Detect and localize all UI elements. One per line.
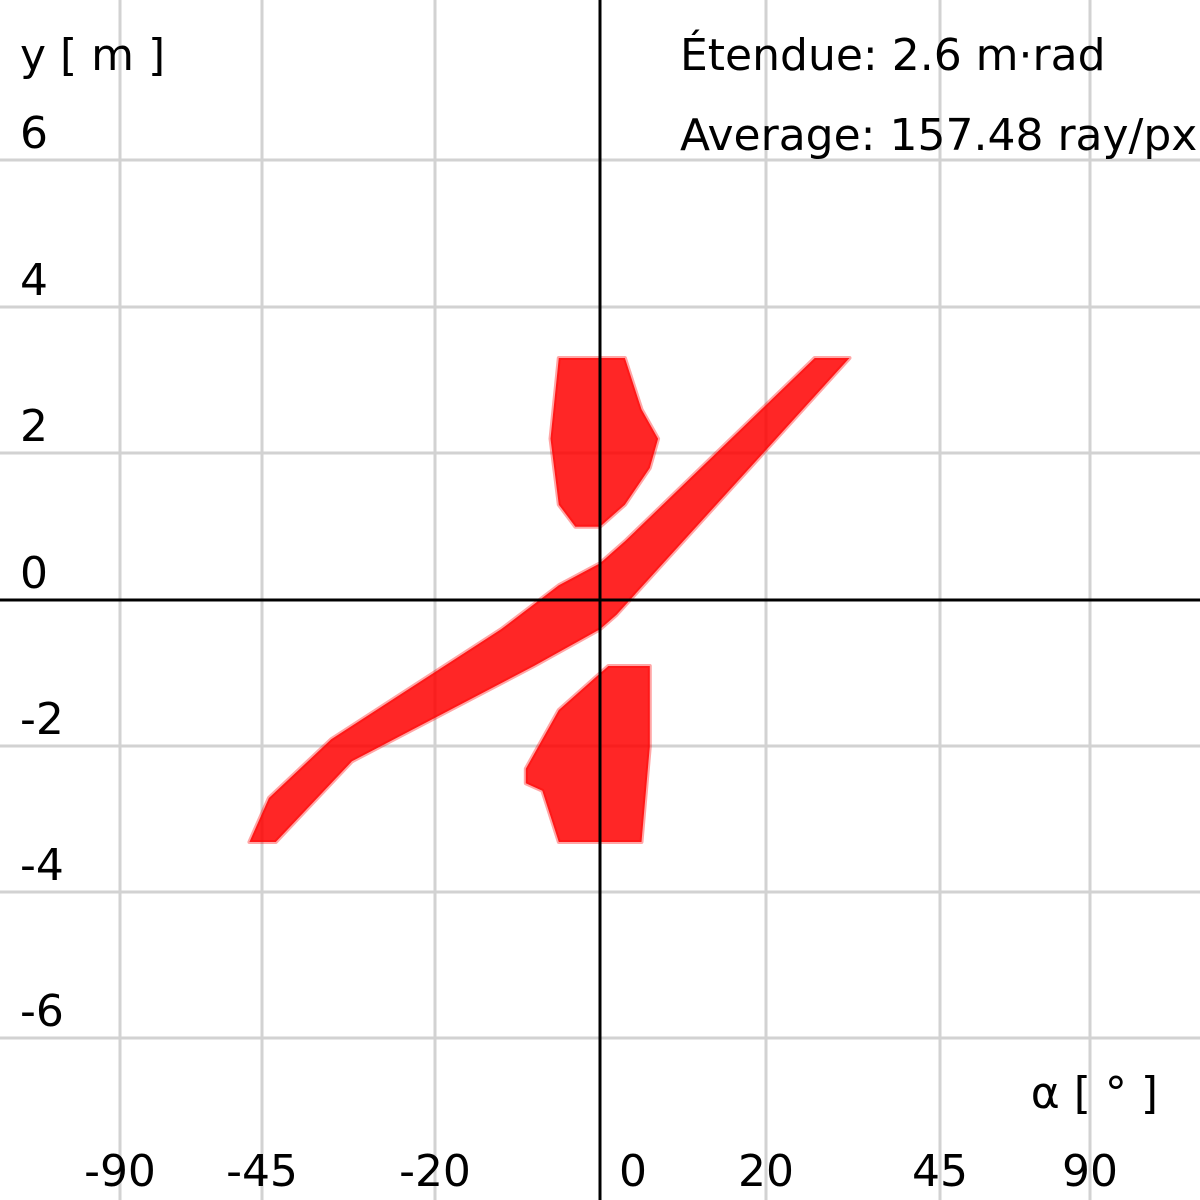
x-tick-label: 20 xyxy=(738,1146,794,1197)
x-axis-label: α [ ° ] xyxy=(1031,1068,1158,1119)
y-tick-label: 2 xyxy=(20,401,48,452)
y-tick-label: 4 xyxy=(20,255,48,306)
region-upper-lobe xyxy=(548,356,661,529)
y-tick-label: 0 xyxy=(20,548,48,599)
y-axis-label: y [ m ] xyxy=(20,30,165,81)
x-tick-label: 45 xyxy=(912,1146,968,1197)
x-tick-label: -20 xyxy=(399,1146,471,1197)
region-lower-lobe xyxy=(523,664,652,844)
x-tick-label: -45 xyxy=(226,1146,298,1197)
average-annotation: Average: 157.48 ray/px xyxy=(680,110,1197,161)
x-tick-label: 0 xyxy=(619,1146,647,1197)
y-tick-label: -4 xyxy=(20,840,64,891)
etendue-annotation: Étendue: 2.6 m·rad xyxy=(680,28,1106,81)
y-tick-label: -2 xyxy=(20,694,64,745)
y-tick-label: -6 xyxy=(20,986,64,1037)
x-tick-label: 90 xyxy=(1062,1146,1118,1197)
x-tick-label: -90 xyxy=(84,1146,156,1197)
y-tick-label: 6 xyxy=(20,108,48,159)
